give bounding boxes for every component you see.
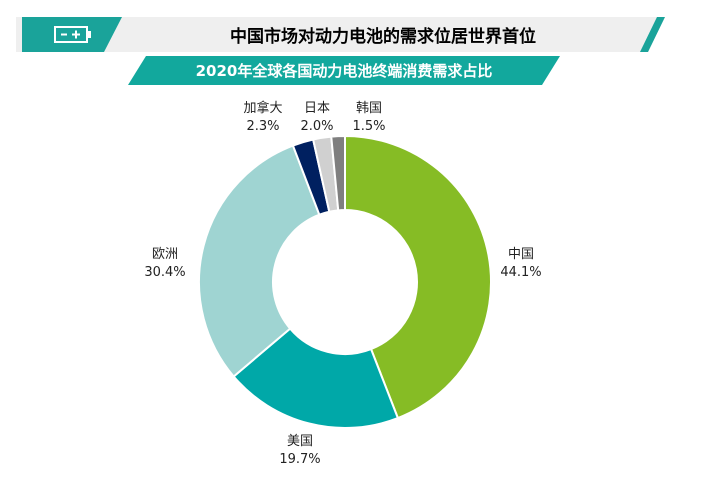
slice-value-korea: 1.5% (352, 119, 385, 134)
slice-label-canada: 加拿大 (243, 100, 282, 116)
subtitle-bar (128, 56, 560, 85)
slice-label-europe: 欧洲 (152, 247, 178, 262)
slice-label-usa: 美国 (287, 434, 313, 449)
slice-value-europe: 30.4% (144, 265, 185, 280)
slice-usa (232, 327, 400, 429)
chart-subtitle: 2020年全球各国动力电池终端消费需求占比 (196, 62, 493, 80)
slice-china (344, 134, 492, 420)
slice-europe (198, 144, 321, 378)
slice-label-japan: 日本 (304, 101, 330, 116)
slice-korea (330, 134, 346, 212)
slice-value-china: 44.1% (500, 265, 541, 280)
title-bar-right-edge (640, 17, 665, 52)
slice-value-canada: 2.3% (246, 119, 279, 134)
header-banner: 中国市场对动力电池的需求位居世界首位 2020年全球各国动力电池终端消费需求占比 (16, 17, 665, 85)
title-bar (16, 17, 665, 52)
slice-label-korea: 韩国 (356, 101, 382, 116)
slice-value-usa: 19.7% (279, 452, 320, 467)
battery-icon (54, 26, 91, 43)
slice-label-china: 中国 (508, 247, 534, 262)
page-title: 中国市场对动力电池的需求位居世界首位 (230, 26, 536, 47)
slice-value-japan: 2.0% (300, 119, 333, 134)
